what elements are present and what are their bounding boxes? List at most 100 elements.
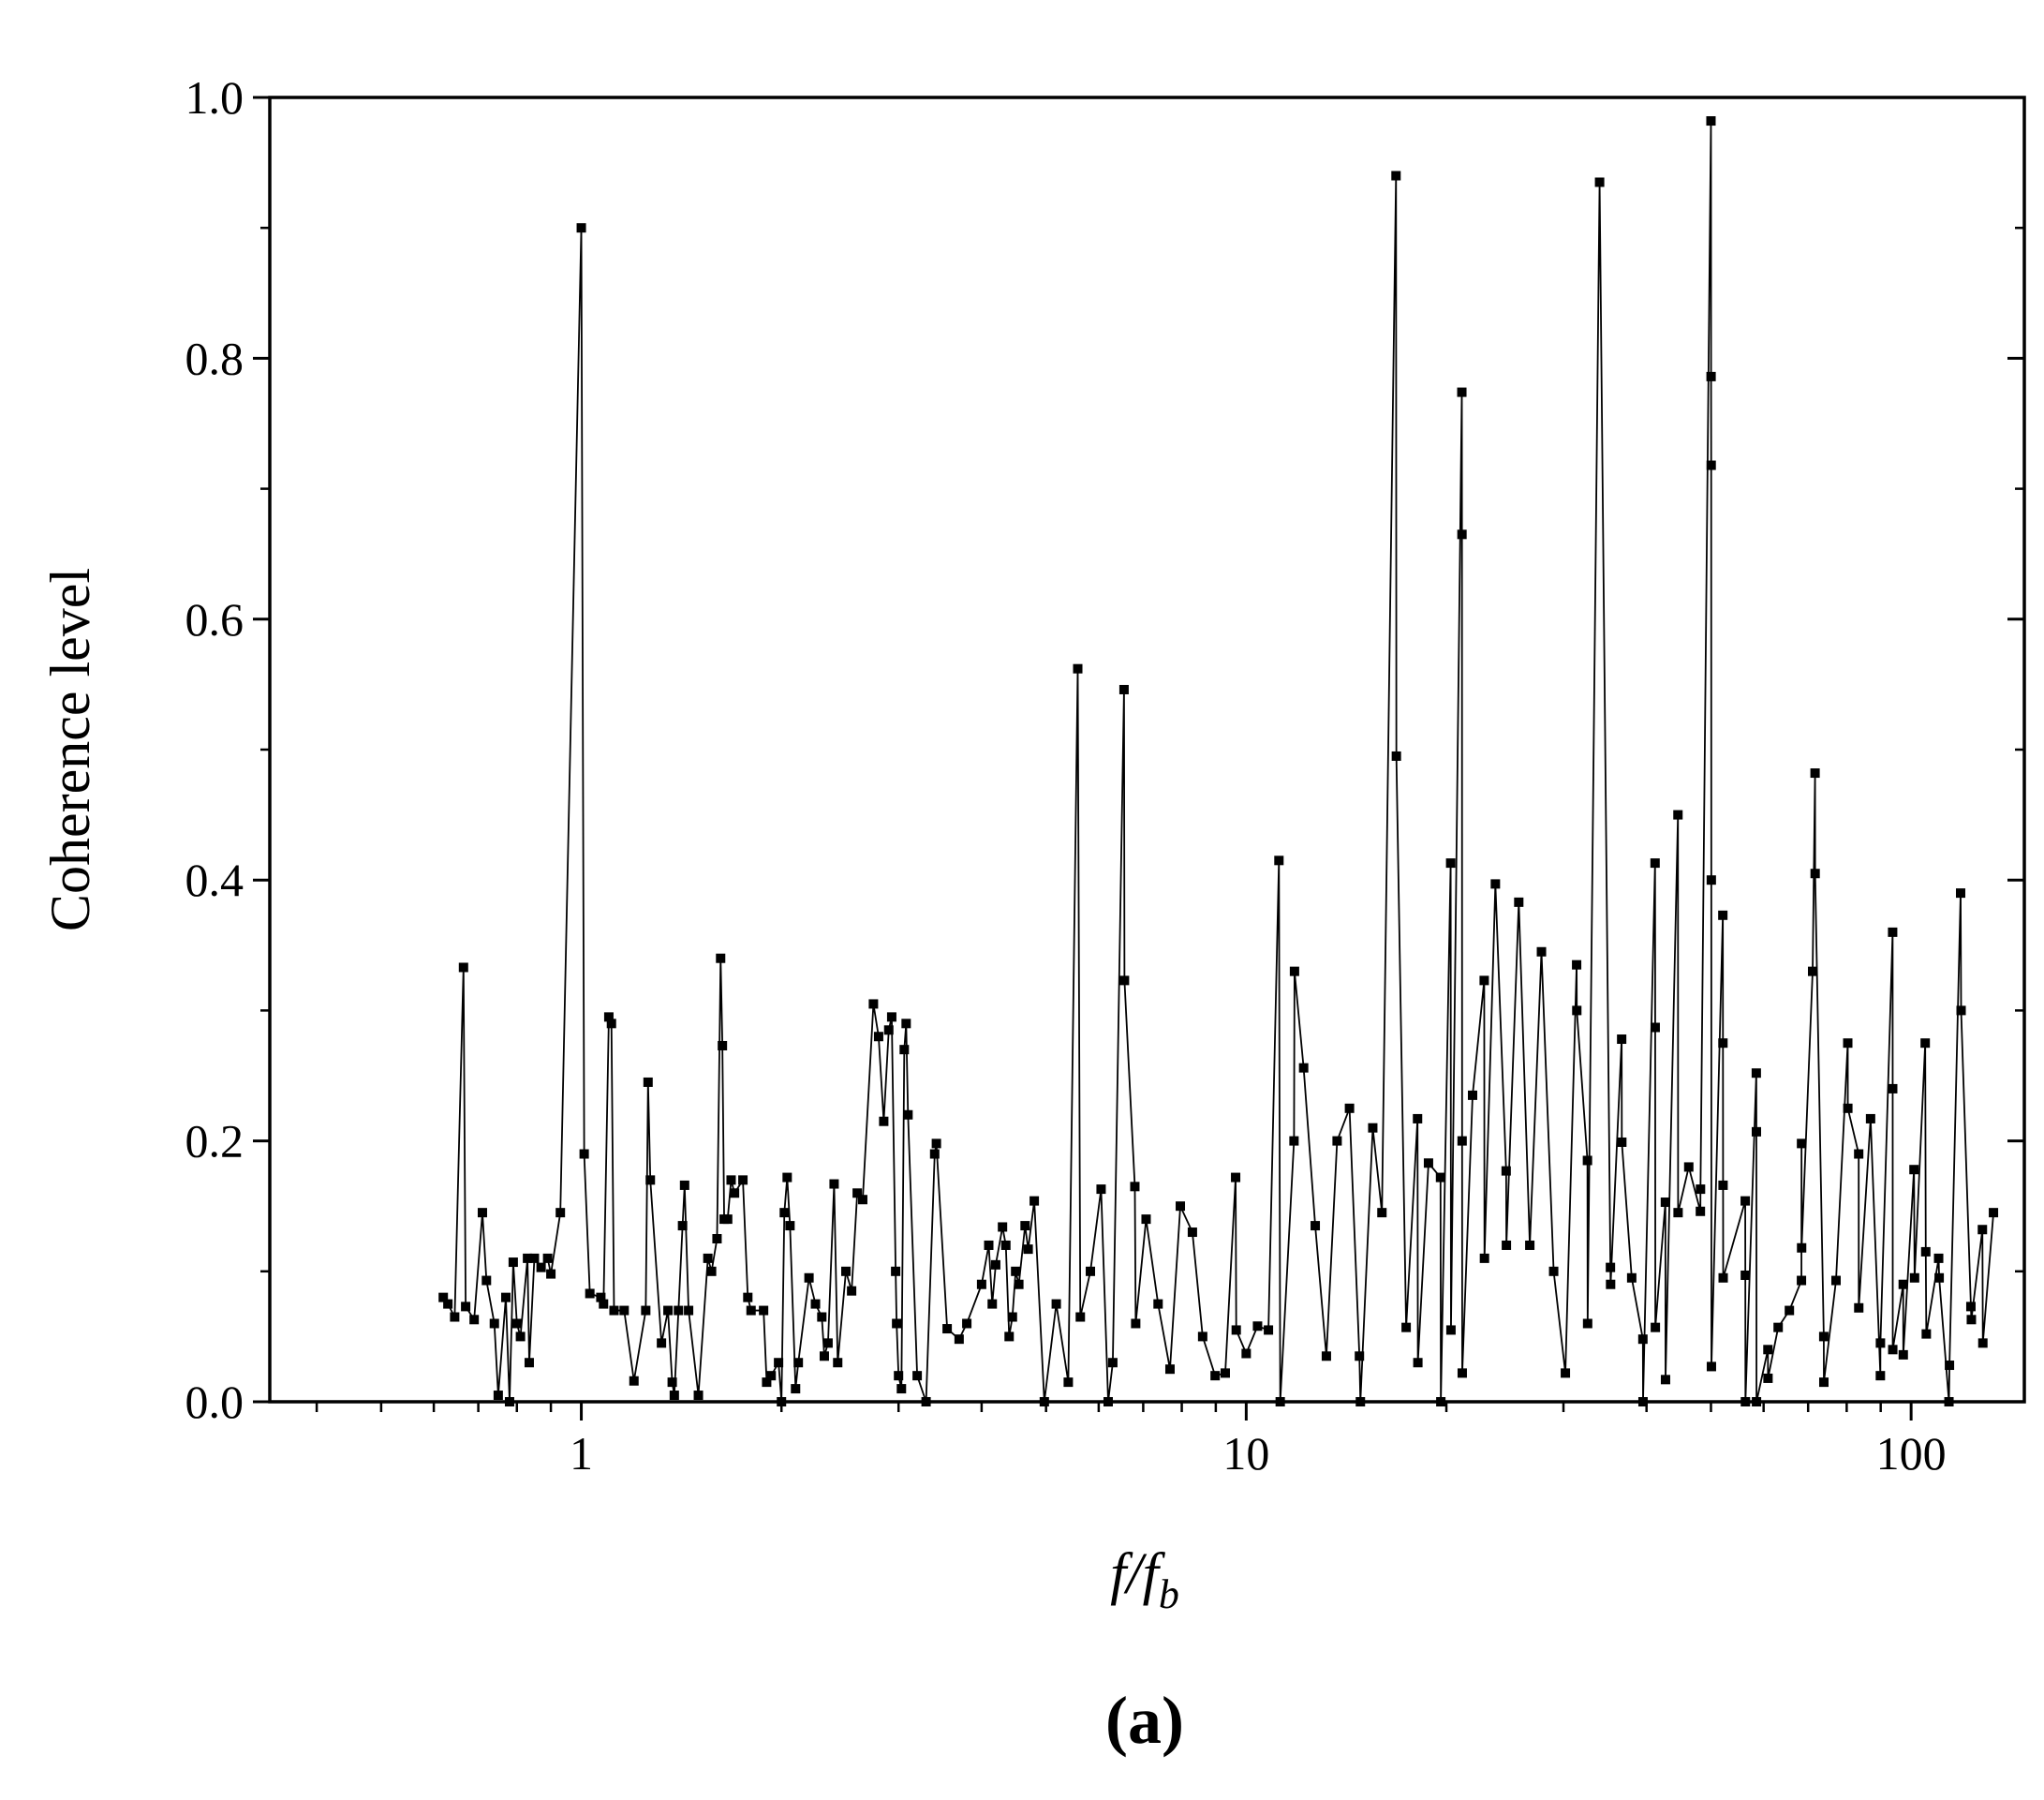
data-point <box>1637 1334 1648 1345</box>
data-point <box>524 1358 534 1368</box>
data-point <box>1423 1158 1433 1168</box>
data-point <box>1920 1246 1931 1257</box>
data-point <box>645 1175 656 1185</box>
data-point <box>886 1012 896 1022</box>
x-axis-label-main: f/f <box>1110 1542 1165 1606</box>
data-point <box>1368 1123 1378 1133</box>
data-point <box>643 1077 653 1087</box>
y-tick-label: 0.6 <box>185 593 244 646</box>
data-point <box>1966 1315 1977 1325</box>
data-point <box>1955 888 1965 899</box>
data-point <box>1797 1138 1807 1149</box>
data-point <box>1582 1155 1592 1166</box>
data-point <box>1355 1351 1365 1361</box>
data-point <box>609 1305 619 1316</box>
data-point <box>489 1318 499 1329</box>
data-point <box>515 1331 526 1342</box>
data-point <box>1479 1253 1489 1263</box>
data-point <box>1606 1279 1616 1289</box>
data-point <box>1956 1005 1966 1016</box>
data-point <box>450 1312 460 1322</box>
data-point <box>1740 1196 1751 1206</box>
data-point <box>1888 927 1898 937</box>
data-point <box>1865 1113 1875 1123</box>
data-point <box>1275 1397 1285 1406</box>
data-point <box>481 1275 492 1286</box>
data-point <box>894 1371 904 1381</box>
data-point <box>1231 1172 1241 1183</box>
data-point <box>599 1299 609 1309</box>
data-point <box>1274 855 1284 866</box>
data-point <box>1651 1322 1661 1332</box>
data-point <box>1119 975 1130 986</box>
data-point <box>1007 1312 1017 1322</box>
data-point <box>1130 1182 1140 1192</box>
data-point <box>899 1045 910 1055</box>
data-point <box>1752 1397 1762 1406</box>
data-point <box>822 1338 833 1348</box>
data-point <box>511 1318 522 1329</box>
data-point <box>657 1338 667 1348</box>
data-point <box>730 1188 740 1198</box>
data-point <box>576 223 586 233</box>
data-point <box>504 1397 514 1406</box>
data-point <box>1413 1113 1423 1123</box>
data-point <box>1706 875 1716 885</box>
data-point <box>1945 1361 1955 1371</box>
data-point <box>777 1397 787 1406</box>
data-point <box>1797 1275 1807 1286</box>
data-point <box>1650 1022 1660 1033</box>
data-point <box>1377 1208 1387 1218</box>
data-point <box>1706 116 1716 126</box>
data-point <box>954 1334 964 1345</box>
data-point <box>1467 1090 1477 1100</box>
data-point <box>1445 858 1456 869</box>
x-axis-label: f/fb <box>1110 1542 1179 1617</box>
data-point <box>1197 1331 1207 1342</box>
data-point <box>508 1257 518 1268</box>
data-line <box>442 121 1994 1403</box>
x-axis-label-subscript: b <box>1159 1571 1179 1617</box>
data-point <box>1706 371 1716 381</box>
data-point <box>1933 1253 1944 1263</box>
data-point <box>1751 1126 1761 1137</box>
data-point <box>774 1358 784 1368</box>
data-point <box>879 1116 889 1126</box>
data-point <box>746 1305 756 1316</box>
y-axis-label: Coherence level <box>39 568 101 931</box>
data-point <box>726 1175 736 1185</box>
data-point <box>1718 1180 1728 1190</box>
data-point <box>438 1292 449 1302</box>
data-point <box>619 1305 629 1316</box>
y-tick-label: 1.0 <box>185 71 244 124</box>
data-point <box>1264 1325 1274 1335</box>
data-point <box>684 1305 694 1316</box>
data-point <box>546 1269 556 1279</box>
data-point <box>987 1299 998 1309</box>
data-point <box>1457 1368 1467 1378</box>
data-point <box>1548 1266 1559 1276</box>
data-point <box>1103 1397 1113 1406</box>
data-point <box>1718 1038 1728 1049</box>
data-point <box>1920 1038 1931 1049</box>
data-point <box>1457 387 1467 397</box>
data-point <box>1220 1368 1230 1378</box>
data-point <box>1355 1397 1366 1406</box>
data-point <box>1977 1338 1988 1348</box>
x-tick-label: 10 <box>1222 1427 1269 1480</box>
data-point <box>1525 1240 1535 1250</box>
data-point <box>1763 1373 1773 1383</box>
data-point <box>693 1391 704 1401</box>
data-point <box>529 1253 540 1263</box>
data-point <box>1321 1351 1331 1361</box>
data-point <box>892 1318 902 1329</box>
data-point <box>596 1292 606 1302</box>
data-point <box>1073 663 1083 674</box>
plot-frame <box>268 96 2026 1404</box>
data-point <box>782 1172 792 1183</box>
data-point <box>1051 1299 1061 1309</box>
data-point <box>896 1384 907 1394</box>
data-point <box>1391 171 1401 181</box>
data-point <box>1298 1063 1309 1073</box>
data-point <box>1107 1358 1118 1368</box>
